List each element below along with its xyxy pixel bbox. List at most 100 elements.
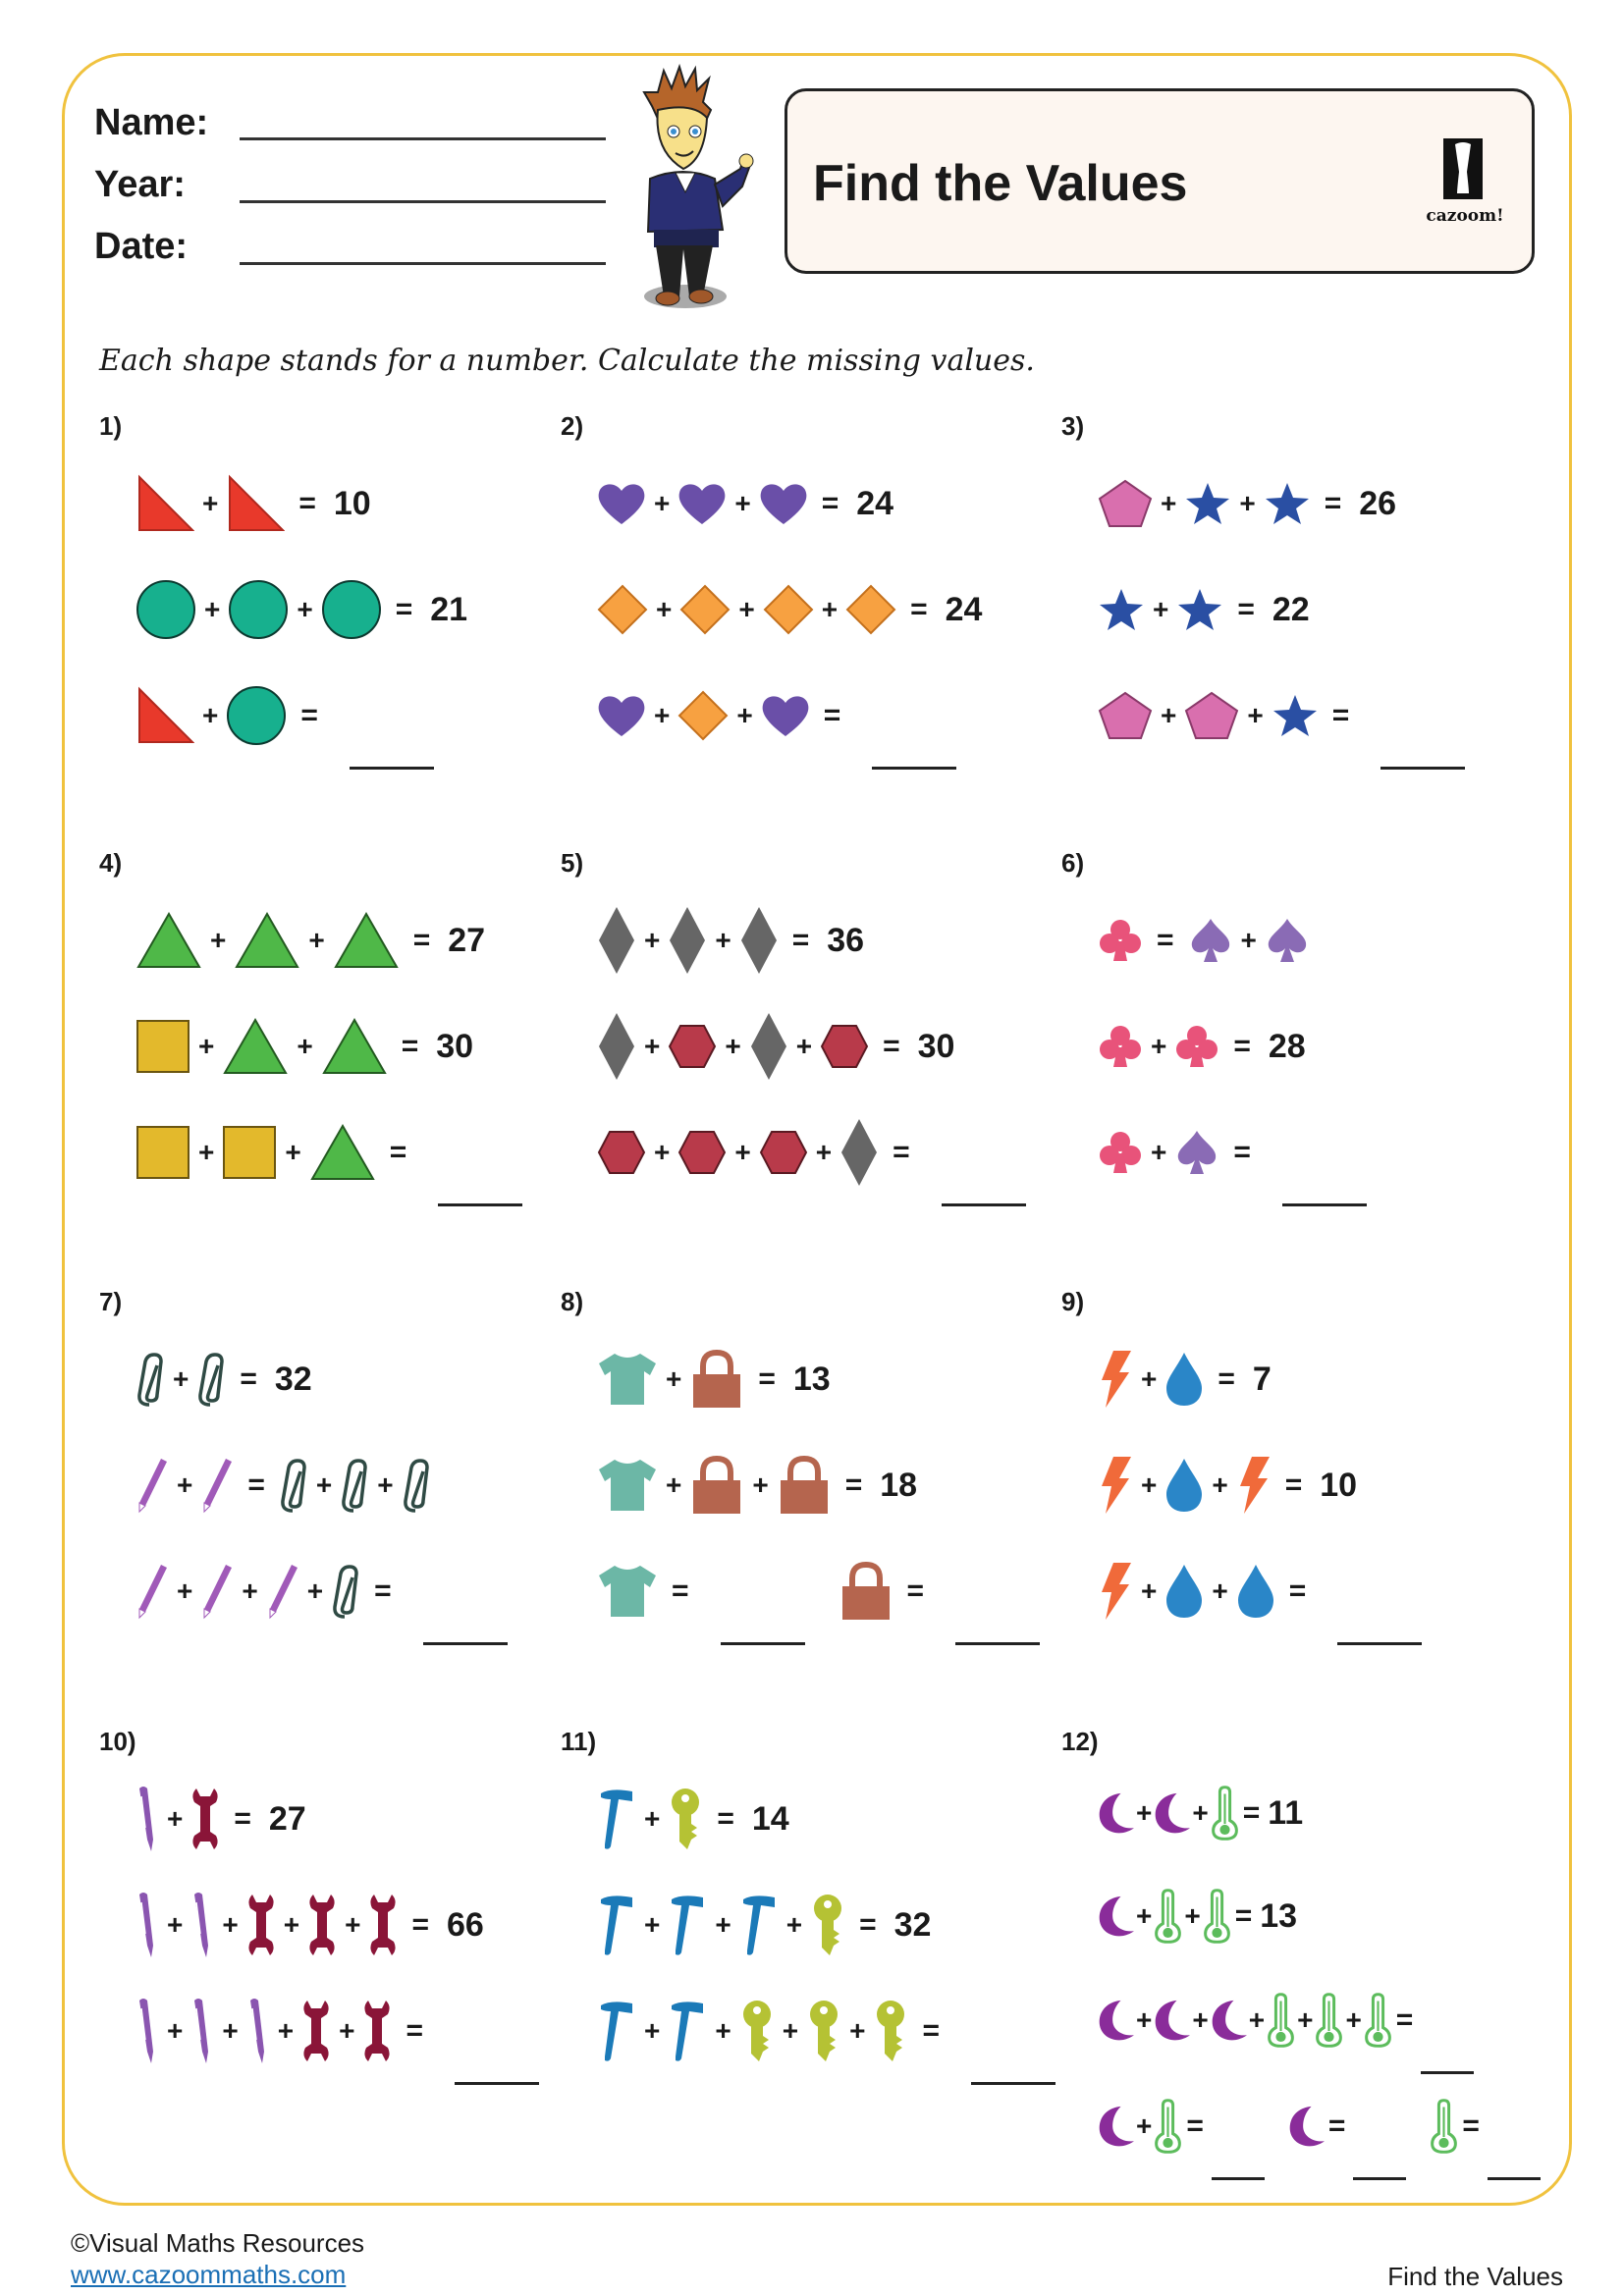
plus-sign: +: [167, 1909, 184, 1940]
answer-blank[interactable]: [1281, 1202, 1367, 1206]
heart-icon: [760, 484, 807, 524]
answer-blank[interactable]: [349, 766, 434, 770]
plus-sign: +: [1192, 2004, 1209, 2035]
equals-sign: =: [1462, 2109, 1480, 2142]
equation-line: + + = 30: [135, 1012, 473, 1081]
website-link[interactable]: www.cazoommaths.com: [71, 2260, 347, 2289]
value: 27: [268, 1799, 306, 1838]
plus-sign: +: [1297, 2004, 1314, 2035]
club-icon: [1176, 1026, 1218, 1067]
key-icon: [810, 2001, 839, 2061]
thermometer-icon: [1268, 1993, 1294, 2048]
equation-line: + + + =: [597, 1118, 1026, 1206]
year-field[interactable]: [240, 200, 606, 203]
plus-sign: +: [306, 1575, 324, 1606]
equals-sign: =: [1157, 924, 1174, 956]
pen-icon: [194, 1999, 209, 2063]
equation-line: + + + + =: [597, 1997, 1056, 2085]
equation-line: + + = 18: [597, 1451, 917, 1520]
answer-blank[interactable]: [438, 1202, 523, 1206]
equals-sign: =: [1233, 1030, 1251, 1062]
answer-blank[interactable]: [1487, 2176, 1541, 2180]
spade-icon: [1268, 919, 1307, 962]
equation-line: + = 14: [597, 1785, 789, 1853]
answer-blank[interactable]: [720, 1641, 805, 1645]
pencil-icon: [203, 1565, 233, 1620]
hexagon-icon: [759, 1131, 807, 1174]
lightning-icon: [1239, 1457, 1270, 1514]
equation-line: + + + = 32: [597, 1891, 931, 1959]
lightning-icon: [1102, 1351, 1131, 1408]
answer-blank[interactable]: [1421, 2070, 1475, 2074]
equation-line: + + + = 30: [597, 1012, 954, 1081]
equation-line: + + = 21: [135, 575, 467, 644]
answer-blank[interactable]: [454, 2081, 539, 2085]
problem-number: 12): [1061, 1727, 1099, 1756]
padlock-icon: [780, 1455, 828, 1514]
answer-blank[interactable]: [941, 1202, 1026, 1206]
pencil-icon: [269, 1565, 298, 1620]
plus-sign: +: [202, 488, 219, 518]
equation-line: + + =: [1098, 1557, 1423, 1645]
plus-sign: +: [277, 2015, 295, 2046]
plus-sign: +: [644, 925, 661, 955]
rhombus-icon: [740, 907, 777, 974]
name-field[interactable]: [240, 137, 606, 140]
triangle-icon: [321, 1017, 387, 1074]
circle-icon: [227, 686, 287, 745]
paperclip-icon: [403, 1459, 429, 1513]
pen-icon: [139, 1787, 153, 1851]
padlock-icon: [693, 1349, 741, 1408]
equation-line: + = 22: [1098, 575, 1310, 644]
cartoon-boy-illustration: [642, 63, 754, 308]
answer-blank[interactable]: [1211, 2176, 1265, 2180]
tshirt-icon: [599, 1566, 656, 1617]
club-icon: [1100, 1026, 1141, 1067]
equals-sign: =: [374, 1575, 392, 1607]
answer-blank[interactable]: [422, 1641, 508, 1645]
star-icon: [1178, 589, 1222, 630]
plus-sign: +: [1239, 488, 1256, 518]
equation-line: + = 7: [1098, 1345, 1272, 1414]
plus-sign: +: [345, 1909, 361, 1940]
answer-blank[interactable]: [1353, 2176, 1407, 2180]
moon-icon: [1212, 2000, 1247, 2041]
answer-blank[interactable]: [1337, 1641, 1423, 1645]
value: 32: [893, 1905, 932, 1944]
plus-sign: +: [715, 2015, 731, 2046]
plus-sign: +: [1161, 488, 1177, 518]
equals-sign: =: [1242, 1796, 1261, 1829]
equals-sign: =: [758, 1362, 776, 1395]
equals-sign: =: [859, 1908, 877, 1941]
plus-sign: +: [785, 1909, 803, 1940]
title-box: Find the Values cazoom!: [785, 88, 1535, 274]
plus-sign: +: [752, 1469, 769, 1500]
copyright: ©Visual Maths Resources: [71, 2228, 365, 2258]
equation-line: + = 27: [135, 1785, 306, 1853]
plus-sign: +: [1136, 2110, 1153, 2141]
answer-blank[interactable]: [970, 2081, 1056, 2085]
answer-blank[interactable]: [1380, 766, 1466, 770]
wrench-icon: [370, 1895, 397, 1955]
answer-blank[interactable]: [955, 1641, 1041, 1645]
value: 30: [436, 1027, 474, 1065]
problem-number: 7): [99, 1287, 123, 1316]
plus-sign: +: [736, 700, 753, 730]
value: 13: [1260, 1896, 1298, 1935]
thermometer-icon: [1155, 1889, 1182, 1944]
plus-sign: +: [1136, 2004, 1153, 2035]
plus-sign: +: [1212, 1469, 1228, 1500]
plus-sign: +: [222, 2015, 239, 2046]
equation-line: + + =: [1098, 681, 1466, 770]
worksheet-border: [62, 53, 1572, 2206]
equals-sign: =: [791, 924, 810, 956]
date-field[interactable]: [240, 262, 606, 265]
value: 14: [751, 1799, 789, 1838]
equation-line: + + + + + =: [1098, 1986, 1475, 2074]
equation-line: + + = 10: [1098, 1451, 1357, 1520]
problem-number: 2): [561, 411, 584, 441]
thermometer-icon: [1211, 1786, 1238, 1841]
rhombus-icon: [841, 1119, 878, 1186]
paperclip-icon: [198, 1353, 225, 1407]
answer-blank[interactable]: [872, 766, 957, 770]
